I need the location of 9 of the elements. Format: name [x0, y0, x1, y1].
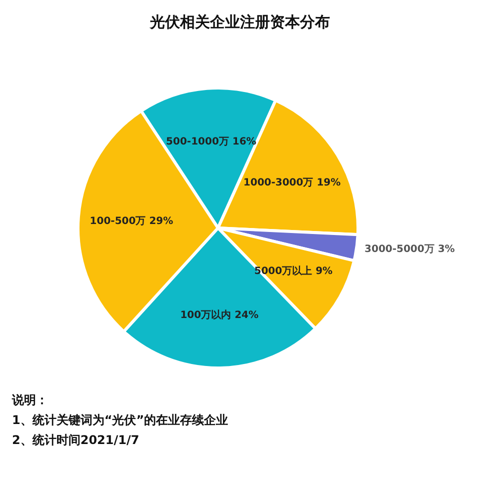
slice-label: 3000-5000万 3% — [364, 244, 455, 255]
text: 说明： — [11, 393, 48, 407]
text: 1、统计关键词为“光伏”的在业存续企业 — [12, 413, 228, 427]
slice-label: 500-1000万 16% — [166, 136, 256, 148]
text: 2、统计时间2021/1/7 — [12, 433, 140, 447]
slice-label: 100万以内 24% — [180, 308, 259, 321]
slice-label: 100-500万 29% — [90, 216, 174, 228]
chart-title: 光伏相关企业注册资本分布 — [149, 13, 330, 31]
slice-label: 1000-3000万 19% — [243, 178, 341, 189]
